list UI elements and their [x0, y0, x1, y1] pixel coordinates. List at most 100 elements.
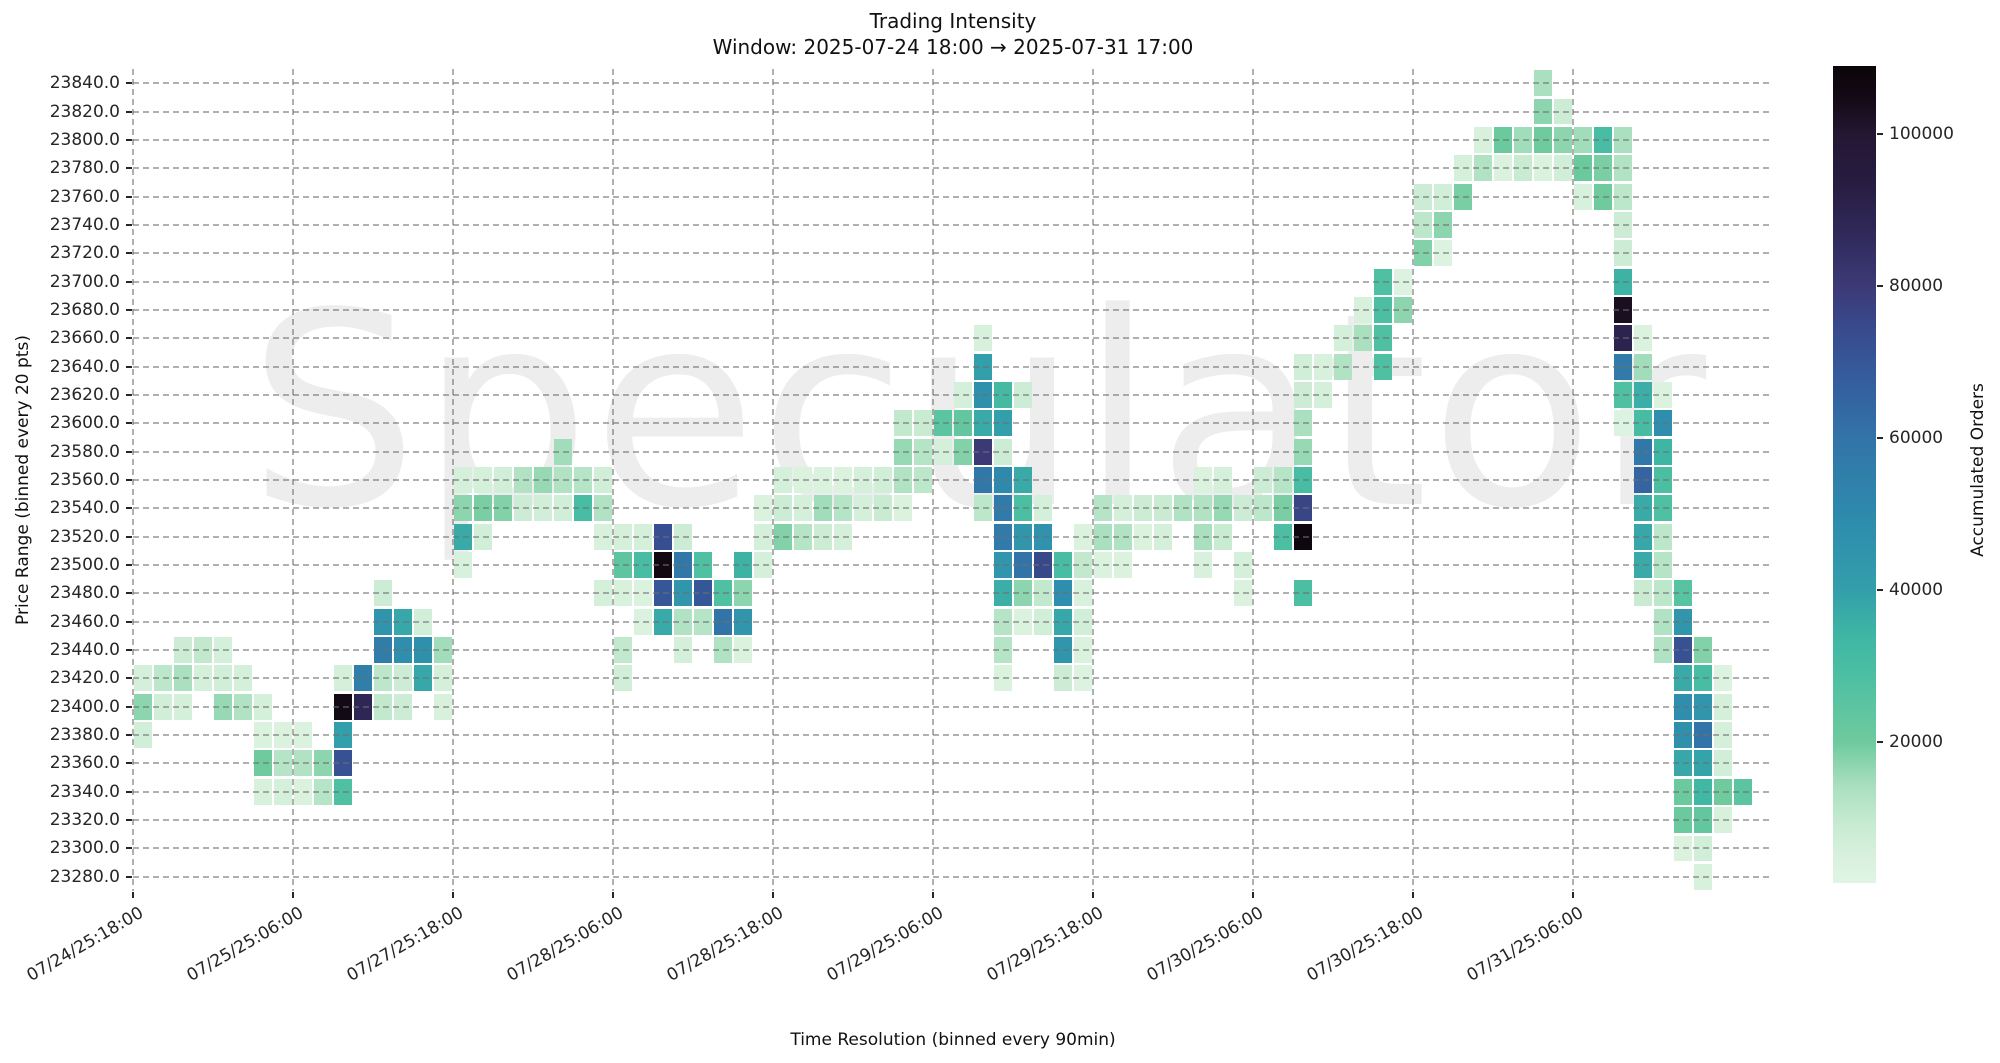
horizontal-gridline	[133, 592, 1773, 595]
x-tick-mark	[1092, 892, 1094, 898]
y-tick-label: 23440.0	[49, 640, 120, 661]
y-tick-label: 23600.0	[49, 413, 120, 434]
vertical-gridline	[1092, 69, 1094, 891]
y-tick-label: 23340.0	[49, 781, 120, 802]
horizontal-gridline	[133, 308, 1773, 311]
y-tick-label: 23420.0	[49, 668, 120, 689]
y-tick-label: 23380.0	[49, 725, 120, 746]
y-tick-label: 23560.0	[49, 470, 120, 490]
y-tick-label: 23460.0	[49, 611, 120, 632]
y-tick-mark	[126, 790, 132, 793]
x-tick-mark	[612, 892, 614, 898]
vertical-gridline	[932, 69, 934, 891]
horizontal-gridline	[133, 875, 1773, 878]
y-tick-label: 23280.0	[49, 866, 120, 887]
chart-title-line1: Trading Intensity	[869, 9, 1037, 33]
colorbar-tick-label: 60000	[1889, 428, 1944, 449]
y-tick-mark	[126, 138, 132, 141]
horizontal-gridline	[133, 138, 1773, 141]
horizontal-gridline	[133, 847, 1773, 850]
colorbar-tick-mark	[1877, 437, 1883, 440]
colorbar-label: Accumulated Orders	[1968, 383, 1988, 557]
y-tick-mark	[126, 649, 132, 652]
y-axis-label: Price Range (binned every 20 pts)	[13, 335, 33, 625]
y-tick-mark	[126, 705, 132, 708]
y-tick-label: 23580.0	[49, 441, 120, 462]
horizontal-gridline	[133, 762, 1773, 765]
horizontal-gridline	[133, 450, 1773, 453]
y-tick-mark	[126, 819, 132, 822]
y-tick-label: 23780.0	[49, 158, 120, 179]
y-tick-mark	[126, 337, 132, 340]
y-tick-label: 23740.0	[49, 214, 120, 235]
y-tick-mark	[126, 393, 132, 396]
y-tick-mark	[126, 422, 132, 425]
horizontal-gridline	[133, 195, 1773, 198]
y-tick-label: 23360.0	[49, 753, 120, 774]
horizontal-gridline	[133, 110, 1773, 113]
y-tick-mark	[126, 110, 132, 113]
y-tick-label: 23760.0	[49, 186, 120, 207]
horizontal-gridline	[133, 479, 1773, 481]
y-tick-label: 23540.0	[49, 498, 120, 519]
horizontal-gridline	[133, 535, 1773, 538]
y-tick-label: 23840.0	[49, 73, 120, 94]
y-tick-mark	[126, 762, 132, 765]
x-tick-mark	[132, 892, 134, 898]
x-axis-label: Time Resolution (binned every 90min)	[790, 1030, 1116, 1050]
x-tick-mark	[932, 892, 934, 898]
y-tick-mark	[126, 592, 132, 595]
colorbar-tick-label: 40000	[1889, 580, 1944, 601]
x-tick-label: 07/25/25:06:00	[183, 903, 307, 986]
horizontal-gridline	[133, 422, 1773, 425]
y-tick-mark	[126, 564, 132, 567]
horizontal-gridline	[133, 82, 1773, 85]
colorbar-tick-label: 80000	[1889, 276, 1944, 297]
horizontal-gridline	[133, 649, 1773, 652]
y-tick-mark	[126, 847, 132, 850]
chart-title: Trading Intensity Window: 2025-07-24 18:…	[353, 8, 1553, 60]
y-tick-mark	[126, 734, 132, 737]
vertical-gridline	[772, 69, 774, 891]
y-tick-mark	[126, 365, 132, 368]
colorbar-tick-label: 20000	[1889, 732, 1944, 753]
horizontal-gridline	[133, 819, 1773, 822]
y-tick-label: 23660.0	[49, 328, 120, 349]
x-tick-mark	[1412, 892, 1414, 898]
horizontal-gridline	[133, 252, 1773, 255]
y-tick-label: 23480.0	[49, 583, 120, 604]
vertical-gridline	[452, 69, 454, 891]
y-tick-mark	[126, 535, 132, 538]
y-tick-mark	[126, 875, 132, 878]
x-tick-mark	[772, 892, 774, 898]
colorbar-tick-mark	[1877, 133, 1883, 136]
colorbar-tick-label: 100000	[1889, 124, 1954, 145]
colorbar-tick-mark	[1877, 285, 1883, 288]
y-tick-label: 23620.0	[49, 384, 120, 405]
horizontal-gridline	[133, 337, 1773, 340]
horizontal-gridline	[133, 705, 1773, 708]
x-tick-mark	[1572, 892, 1574, 898]
horizontal-gridline	[133, 167, 1773, 170]
colorbar-tick-mark	[1877, 589, 1883, 592]
horizontal-gridline	[133, 507, 1773, 510]
y-tick-label: 23640.0	[49, 356, 120, 377]
vertical-gridline	[132, 69, 134, 891]
y-tick-label: 23700.0	[49, 271, 120, 292]
vertical-gridline	[292, 69, 294, 891]
y-tick-label: 23320.0	[49, 810, 120, 831]
horizontal-gridline	[133, 393, 1773, 396]
y-tick-mark	[126, 620, 132, 623]
horizontal-gridline	[133, 365, 1773, 368]
horizontal-gridline	[133, 677, 1773, 680]
y-tick-label: 23680.0	[49, 299, 120, 320]
vertical-gridline	[1412, 69, 1414, 891]
y-tick-mark	[126, 479, 132, 481]
y-tick-label: 23400.0	[49, 696, 120, 717]
horizontal-gridline	[133, 790, 1773, 793]
colorbar-tick-mark	[1877, 741, 1883, 744]
y-tick-mark	[126, 280, 132, 283]
